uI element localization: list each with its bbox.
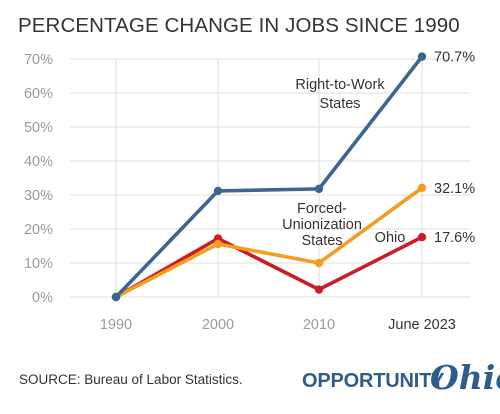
data-point-rtw	[314, 184, 324, 194]
y-tick-label: 60%	[24, 86, 53, 102]
y-tick-label: 40%	[24, 154, 53, 170]
x-tick-label: June 2023	[388, 317, 456, 333]
data-point-ohio	[314, 285, 324, 294]
logo-script: Ohio	[430, 358, 500, 397]
series-label-forced: Forced-	[297, 201, 347, 217]
y-tick-label: 70%	[24, 52, 53, 68]
data-point-forced	[213, 239, 223, 249]
logo-word: OPPORTUNITY	[302, 370, 445, 392]
data-point-rtw	[111, 292, 121, 302]
series-label-ohio: Ohio	[375, 230, 406, 246]
x-tick-label: 2000	[202, 317, 234, 333]
series-label-forced: States	[301, 233, 342, 249]
y-tick-label: 30%	[24, 188, 53, 204]
x-axis: 1990 2000 2010 June 2023	[100, 317, 456, 333]
end-value-label-rtw: 70.7%	[434, 50, 475, 66]
data-point-ohio	[417, 232, 427, 242]
y-tick-label: 0%	[32, 290, 53, 306]
series-points	[111, 52, 427, 302]
data-point-rtw	[417, 52, 427, 61]
series-labels: Right-to-WorkStatesForced-UnionizationSt…	[282, 77, 405, 249]
data-point-forced	[314, 258, 324, 268]
series-label-rtw: States	[319, 96, 360, 112]
series-label-rtw: Right-to-Work	[295, 77, 385, 93]
y-axis: 0% 10% 20% 30% 40% 50% 60% 70%	[24, 52, 53, 306]
end-value-label-ohio: 17.6%	[434, 230, 475, 246]
x-tick-label: 1990	[100, 317, 132, 333]
data-point-forced	[417, 183, 427, 193]
opportunity-ohio-logo: OPPORTUNITY Ohio	[302, 356, 500, 400]
end-value-label-forced: 32.1%	[434, 181, 475, 197]
end-value-labels: 70.7% 32.1% 17.6%	[434, 50, 475, 247]
y-tick-label: 10%	[24, 256, 53, 272]
source-note: SOURCE: Bureau of Labor Statistics.	[19, 372, 243, 387]
series-line-rtw	[114, 54, 424, 299]
gridlines	[70, 58, 470, 298]
series-lines	[114, 54, 424, 299]
series-line-forced	[114, 186, 424, 299]
x-tick-label: 2010	[303, 317, 335, 333]
series-line-ohio	[114, 235, 424, 299]
series-label-forced: Unionization	[282, 217, 362, 233]
data-point-rtw	[213, 186, 223, 196]
chart-title: PERCENTAGE CHANGE IN JOBS SINCE 1990	[18, 14, 460, 37]
y-tick-label: 50%	[24, 120, 53, 136]
y-tick-label: 20%	[24, 222, 53, 238]
